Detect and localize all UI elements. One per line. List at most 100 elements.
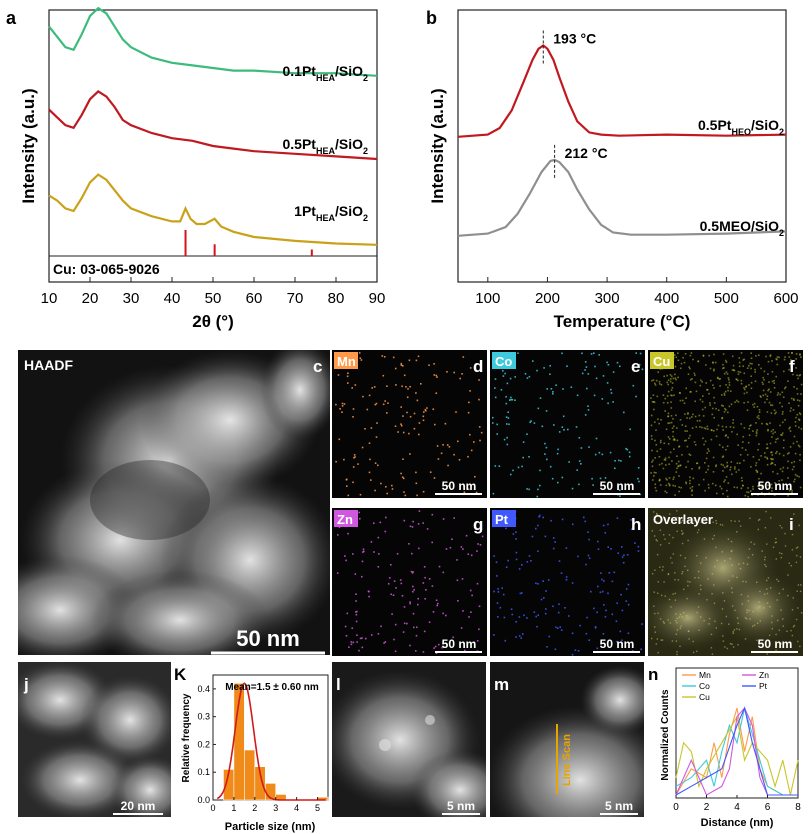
legend-label-zn: Zn <box>759 670 769 680</box>
peak-label-1: 212 °C <box>565 145 608 161</box>
element-tag-e: Co <box>495 354 512 369</box>
x-tick-label-k-1: 1 <box>231 803 236 813</box>
element-tag-f: Cu <box>653 354 670 369</box>
x-tick-label-a-3: 40 <box>164 290 181 307</box>
panel-letter-a: a <box>6 8 17 28</box>
element-tag-i: Overlayer <box>653 512 713 527</box>
element-tag-h: Pt <box>495 512 509 527</box>
panel-letter-g: g <box>473 515 483 534</box>
haadf-particles <box>18 350 330 655</box>
peak-markers-b: 193 °C 212 °C <box>542 30 608 178</box>
x-tick-label-n-4: 8 <box>795 802 801 813</box>
eds-map-h: Pt h 50 nm <box>490 508 645 656</box>
eds-map-g: Zn g 50 nm <box>332 508 487 656</box>
reference-peaks-group <box>184 230 313 256</box>
series-label-0.5meo: 0.5MEO/SiO2 <box>700 218 784 238</box>
panel-letter-b: b <box>426 8 437 28</box>
scale-label-d: 50 nm <box>442 479 477 493</box>
axis-ticks-k: 0 1 2 3 4 5 0.0 0.1 0.2 0.3 0.4 <box>197 684 320 813</box>
scale-label-m: 5 nm <box>605 799 633 813</box>
series-labels-a: 0.1PtHEA/SiO2 0.5PtHEA/SiO2 1PtHEA/SiO2 <box>282 63 368 223</box>
element-tag-bg-e <box>492 352 516 369</box>
x-tick-label-n-0: 0 <box>673 802 679 813</box>
x-tick-label-b-5: 600 <box>773 290 798 307</box>
scale-label-g: 50 nm <box>442 637 477 651</box>
line-scan-cu <box>675 715 799 796</box>
map-background-g <box>332 508 487 656</box>
x-tick-label-b-4: 500 <box>714 290 739 307</box>
line-scan-zn <box>675 706 798 796</box>
x-tick-label-n-2: 4 <box>734 802 740 813</box>
line-scan-pt <box>675 706 798 796</box>
tpr-line-0 <box>457 44 787 138</box>
xrd-line-1 <box>48 90 378 161</box>
panel-k: K 0 1 2 3 4 5 0.0 0.1 0.2 0.3 0.4 Mean=1.5 ± 0.60 … <box>174 665 329 833</box>
mean-annotation: Mean=1.5 ± 0.60 nm <box>225 682 319 693</box>
x-axis-label-k: Particle size (nm) <box>225 821 316 833</box>
panel-letter-j: j <box>23 675 29 694</box>
map-signal-i <box>648 508 803 656</box>
xrd-line-2 <box>48 173 378 246</box>
element-tag-bg-h <box>492 510 516 527</box>
scale-label-h: 50 nm <box>600 637 635 651</box>
x-tick-label-n-3: 6 <box>765 802 771 813</box>
haadf-image-m: m Line Scan 5 nm <box>490 662 644 817</box>
panel-letter-i: i <box>789 515 794 534</box>
map-background-h <box>490 508 645 656</box>
element-tag-bg-d <box>334 352 358 369</box>
x-tick-label-a-2: 30 <box>123 290 140 307</box>
panel-letter-n: n <box>648 665 658 684</box>
haadf-image-j: j 20 nm <box>18 662 171 817</box>
tpr-series-group <box>457 44 787 237</box>
series-label-0.1pt-hea: 0.1PtHEA/SiO2 <box>282 63 368 83</box>
y-tick-label-k-3: 0.3 <box>197 712 210 722</box>
plot-frame-n <box>675 667 799 799</box>
y-tick-label-k-2: 0.2 <box>197 739 210 749</box>
x-tick-label-n-1: 2 <box>704 802 710 813</box>
map-background-d <box>332 350 487 498</box>
eds-map-d: Mn d 50 nm <box>332 350 487 498</box>
line-scan-mn <box>675 707 798 796</box>
eds-map-f: Cu f 50 nm <box>648 350 803 498</box>
legend-label-pt: Pt <box>759 681 768 691</box>
y-axis-label-a: Intensity (a.u.) <box>19 88 38 203</box>
map-background-f <box>648 350 803 498</box>
panel-letter-l: l <box>336 675 341 694</box>
x-tick-label-a-7: 80 <box>328 290 345 307</box>
legend-label-co: Co <box>699 681 710 691</box>
x-axis-label-b: Temperature (°C) <box>554 312 691 331</box>
scale-label-f: 50 nm <box>758 479 793 493</box>
plot-frame-b <box>457 9 787 283</box>
xrd-line-0 <box>48 6 378 77</box>
x-tick-label-b-0: 100 <box>475 290 500 307</box>
x-axis-label-a: 2θ (°) <box>192 312 234 331</box>
y-tick-label-k-0: 0.0 <box>197 795 210 805</box>
scale-label-j: 20 nm <box>121 799 156 813</box>
y-axis-label-b: Intensity (a.u.) <box>428 88 447 203</box>
line-scan-co <box>675 707 798 796</box>
tpr-line-1 <box>457 158 787 237</box>
haadf-image-l: l 5 nm <box>332 662 486 817</box>
panel-letter-k: K <box>174 665 187 684</box>
x-tick-label-b-3: 400 <box>654 290 679 307</box>
series-label-0.5pt-hea: 0.5PtHEA/SiO2 <box>282 136 368 156</box>
panel-letter-e: e <box>631 357 640 376</box>
panel-a: a 0.1PtHEA/SiO2 0.5PtHEA/SiO2 1PtHEA/SiO… <box>6 6 386 331</box>
map-signal-e <box>492 352 644 498</box>
element-tag-g: Zn <box>337 512 353 527</box>
x-tick-label-b-1: 200 <box>535 290 560 307</box>
x-ticks-n: 0 2 4 6 8 <box>673 795 801 813</box>
x-tick-label-k-4: 4 <box>294 803 299 813</box>
scale-label-i: 50 nm <box>758 637 793 651</box>
panel-letter-h: h <box>631 515 641 534</box>
map-signal-h <box>493 510 643 656</box>
x-tick-label-a-8: 90 <box>369 290 386 307</box>
x-tick-label-a-6: 70 <box>287 290 304 307</box>
scale-label-l: 5 nm <box>447 799 475 813</box>
legend-label-mn: Mn <box>699 670 711 680</box>
panel-letter-f: f <box>789 357 795 376</box>
panel-b: b 193 °C 212 °C 0.5PtHEO/SiO2 0.5MEO/SiO2… <box>426 8 799 331</box>
peak-label-0: 193 °C <box>553 31 596 47</box>
